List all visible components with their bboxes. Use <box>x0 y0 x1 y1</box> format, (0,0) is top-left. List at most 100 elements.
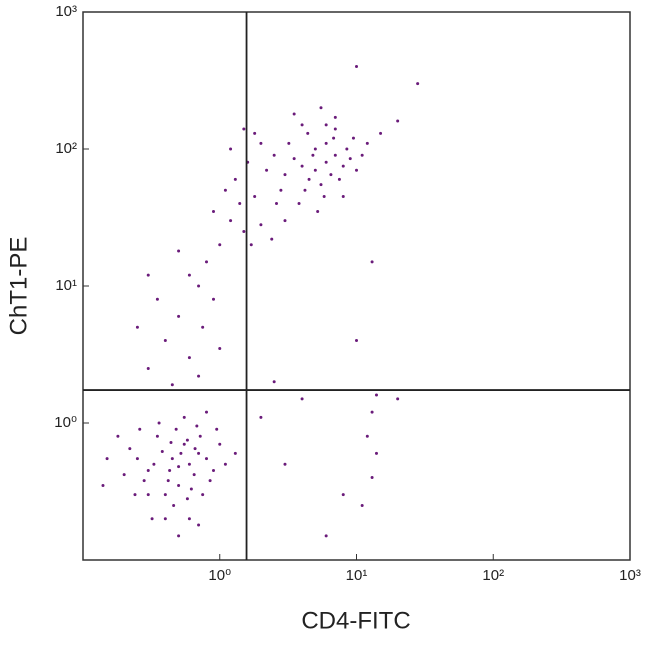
dot <box>229 147 233 151</box>
dot <box>146 366 150 370</box>
dot <box>351 136 355 140</box>
dot <box>138 427 142 431</box>
dot <box>128 447 132 451</box>
dot <box>355 65 358 69</box>
dot <box>187 273 191 277</box>
dot <box>197 374 201 378</box>
dot <box>324 160 328 164</box>
dot <box>306 131 310 135</box>
dot <box>172 503 176 507</box>
x-tick-label: 10⁰ <box>208 567 231 584</box>
dot <box>365 141 369 145</box>
dot <box>370 410 374 414</box>
dot <box>300 397 304 401</box>
dot <box>208 479 212 483</box>
dot <box>333 153 337 157</box>
dot <box>396 397 400 401</box>
dot <box>396 119 400 123</box>
dot <box>197 284 201 288</box>
dot <box>218 243 222 247</box>
dot <box>374 393 378 397</box>
dot <box>204 457 208 461</box>
dot <box>365 434 369 438</box>
dot <box>160 449 164 453</box>
dot <box>150 517 154 521</box>
dot <box>155 434 159 438</box>
dot <box>233 177 237 181</box>
dot <box>170 383 174 387</box>
dot <box>185 438 189 442</box>
dot <box>179 451 183 455</box>
dot <box>272 380 276 384</box>
dot <box>322 195 326 199</box>
dot <box>332 136 336 140</box>
dot <box>192 473 196 477</box>
dot <box>177 249 181 253</box>
dot <box>177 483 181 487</box>
dot <box>379 131 383 135</box>
dot <box>316 209 320 213</box>
dot <box>105 457 109 461</box>
dot <box>187 462 191 466</box>
dot <box>163 493 167 497</box>
dot <box>253 131 257 135</box>
dot <box>253 195 257 199</box>
dot <box>211 297 215 301</box>
dot <box>259 223 263 227</box>
dot <box>270 237 274 241</box>
x-tick-label: 10² <box>482 567 504 584</box>
dot <box>360 503 364 507</box>
dot <box>197 451 201 455</box>
y-tick-label: 10¹ <box>55 277 77 294</box>
dot <box>319 106 323 110</box>
dot <box>201 325 205 329</box>
dot <box>341 164 345 168</box>
dot <box>300 123 304 127</box>
dot <box>249 243 253 247</box>
dot <box>142 479 146 483</box>
dot <box>337 177 341 181</box>
dot <box>333 127 337 131</box>
dot <box>163 517 167 521</box>
dot <box>177 314 181 318</box>
dot <box>152 462 156 466</box>
dot <box>146 273 150 277</box>
dot <box>204 260 208 264</box>
dot <box>177 465 181 469</box>
dot <box>122 473 126 477</box>
dot <box>170 457 174 461</box>
dot <box>283 219 287 223</box>
dot <box>146 493 150 497</box>
dot <box>283 462 287 466</box>
dot <box>348 157 352 161</box>
dot <box>211 469 215 473</box>
x-tick-label: 10³ <box>619 567 641 584</box>
dot <box>370 260 374 264</box>
x-tick-label: 10¹ <box>346 567 368 584</box>
dot <box>135 325 139 329</box>
dot <box>223 188 227 192</box>
dot <box>187 517 191 521</box>
dot <box>287 141 291 145</box>
dot <box>324 141 328 145</box>
dot <box>283 173 287 177</box>
dot <box>307 177 311 181</box>
plot-frame <box>82 11 631 561</box>
dot <box>300 164 304 168</box>
dot <box>341 493 345 497</box>
dot <box>324 123 328 127</box>
dot <box>193 447 197 451</box>
dot <box>223 462 227 466</box>
dot <box>163 339 167 343</box>
dot <box>242 229 246 233</box>
dot <box>211 209 215 213</box>
dot <box>218 346 222 350</box>
dot <box>185 497 189 501</box>
dot <box>360 153 364 157</box>
dot <box>182 442 186 446</box>
x-axis-label: CD4-FITC <box>301 607 410 634</box>
dot <box>279 188 283 192</box>
dot <box>272 153 276 157</box>
dot <box>204 410 208 414</box>
